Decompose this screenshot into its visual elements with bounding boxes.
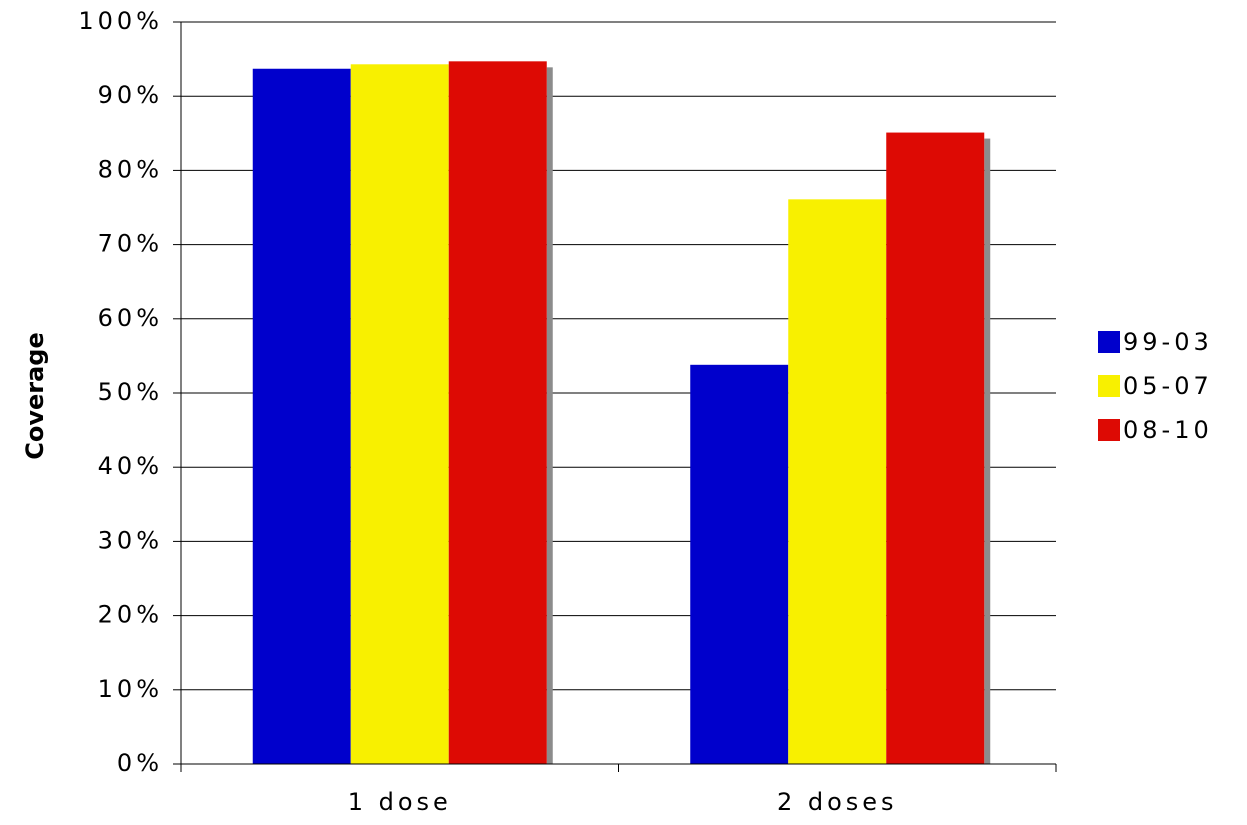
y-tick-label: 80% [98, 155, 163, 183]
bar-shadow [546, 67, 553, 765]
legend: 99-03 05-07 08-10 [1098, 328, 1213, 444]
y-tick-label: 100% [78, 7, 163, 35]
bar [788, 199, 887, 764]
y-tick-label: 40% [98, 452, 163, 480]
bar [690, 364, 789, 764]
y-tick-label: 50% [98, 378, 163, 406]
y-tick-label: 90% [98, 81, 163, 109]
x-tick-labels: 1 dose 2 doses [348, 788, 898, 816]
axes [173, 21, 1057, 772]
legend-swatch [1098, 375, 1120, 397]
bar-shadows [546, 67, 991, 765]
y-tick-label: 0% [117, 749, 163, 777]
bar [252, 68, 351, 765]
x-tick-label: 2 doses [777, 788, 898, 816]
bars [252, 61, 985, 765]
y-tick-label: 10% [98, 675, 163, 703]
y-axis-label: Coverage [21, 332, 49, 460]
y-tick-label: 30% [98, 526, 163, 554]
bar [886, 132, 985, 765]
bar [448, 61, 547, 765]
y-tick-labels: 0% 10% 20% 30% 40% 50% 60% 70% 80% 90% 100% [78, 7, 163, 777]
legend-label: 05-07 [1123, 372, 1213, 400]
y-tick-label: 20% [98, 601, 163, 629]
y-tick-label: 70% [98, 230, 163, 258]
legend-swatch [1098, 331, 1120, 353]
bar-shadow [984, 138, 991, 765]
bar [350, 64, 449, 764]
x-tick-label: 1 dose [348, 788, 452, 816]
y-tick-label: 60% [98, 304, 163, 332]
legend-label: 99-03 [1123, 328, 1213, 356]
legend-label: 08-10 [1123, 416, 1213, 444]
legend-swatch [1098, 419, 1120, 441]
